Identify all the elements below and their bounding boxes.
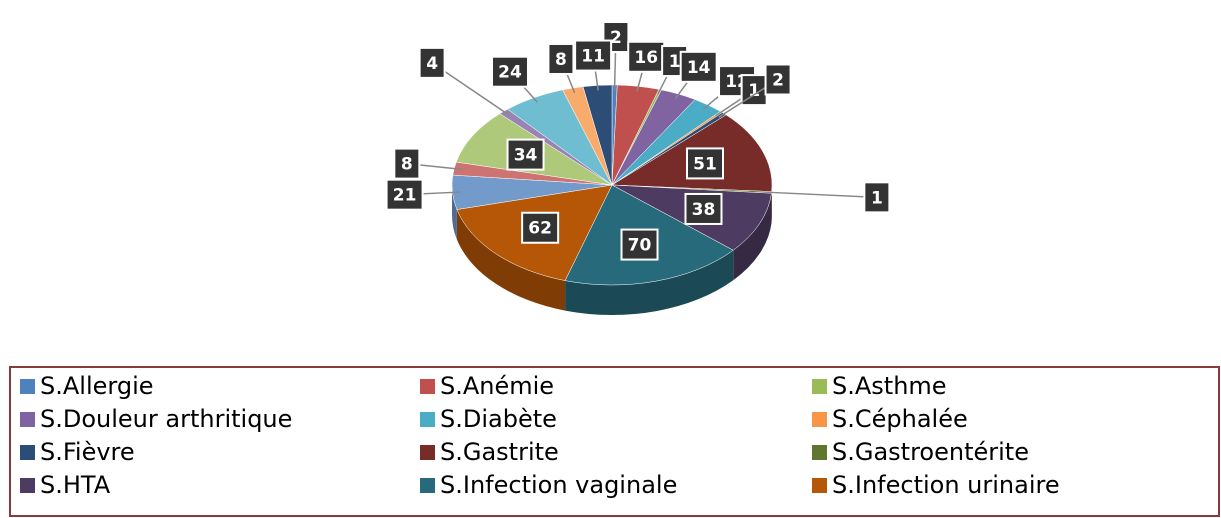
legend-label: S.Anémie: [440, 372, 554, 400]
data-label: 21: [393, 186, 417, 206]
legend-label: S.Asthme: [832, 372, 947, 400]
slice-side: [733, 193, 772, 281]
label-box: [620, 228, 659, 261]
legend-label: S.Douleur arthritique: [40, 405, 292, 433]
legend-label: S.Allergie: [40, 372, 154, 400]
label-box: [547, 42, 575, 75]
legend-label: S.Gastroentérite: [832, 438, 1029, 466]
legend-swatch: [812, 478, 827, 493]
legend: S.Allergie S.Anémie S.Asthme S.Douleur arth…: [20, 372, 1060, 499]
data-label: 2: [772, 70, 784, 90]
label-box: [764, 63, 792, 96]
data-label: 62: [528, 219, 552, 239]
legend-swatch: [420, 412, 435, 427]
label-box: [684, 192, 723, 225]
slice-side: [565, 250, 734, 315]
legend-swatch: [420, 478, 435, 493]
legend-box: [9, 366, 1220, 517]
label-box: [679, 50, 718, 83]
slice-side: [456, 209, 566, 311]
legend-swatch: [812, 445, 827, 460]
label-box: [490, 55, 529, 88]
legend-label: S.Infection vaginale: [440, 471, 677, 499]
data-label: 1: [748, 81, 760, 101]
legend-swatch: [20, 445, 35, 460]
legend-swatch: [20, 379, 35, 394]
data-label: 70: [628, 236, 652, 256]
data-label: 38: [692, 200, 716, 220]
legend-label: S.Diabète: [440, 405, 557, 433]
legend-swatch: [20, 478, 35, 493]
label-box: [385, 178, 424, 211]
legend-swatch: [420, 379, 435, 394]
data-label: 8: [555, 50, 567, 70]
legend-swatch: [812, 379, 827, 394]
data-label: 34: [514, 146, 538, 166]
label-box: [863, 181, 891, 214]
data-label: 1: [669, 52, 681, 72]
slice-side: [452, 185, 457, 240]
data-label: 4: [426, 54, 438, 74]
label-box: [685, 147, 724, 180]
label-box: [574, 39, 613, 72]
data-label: 8: [401, 155, 413, 175]
data-label: 2: [610, 28, 622, 48]
legend-label: S.HTA: [40, 471, 111, 499]
pie: [451, 84, 773, 315]
data-label: 14: [687, 58, 711, 78]
data-label: 24: [498, 63, 522, 83]
legend-swatch: [812, 412, 827, 427]
legend-swatch: [420, 445, 435, 460]
label-box: [418, 46, 446, 79]
leader-line: [763, 191, 877, 199]
legend-label: S.Gastrite: [440, 438, 559, 466]
data-label: 11: [581, 47, 605, 67]
data-label: 51: [693, 154, 717, 174]
legend-label: S.Fièvre: [40, 438, 135, 466]
legend-label: S.Céphalée: [832, 405, 968, 433]
label-box: [506, 138, 545, 171]
legend-swatch: [20, 412, 35, 427]
legend-label: S.Infection urinaire: [832, 471, 1060, 499]
label-box: [393, 147, 421, 180]
data-label: 16: [634, 48, 658, 68]
label-box: [521, 211, 560, 244]
data-label: 1: [871, 188, 883, 208]
